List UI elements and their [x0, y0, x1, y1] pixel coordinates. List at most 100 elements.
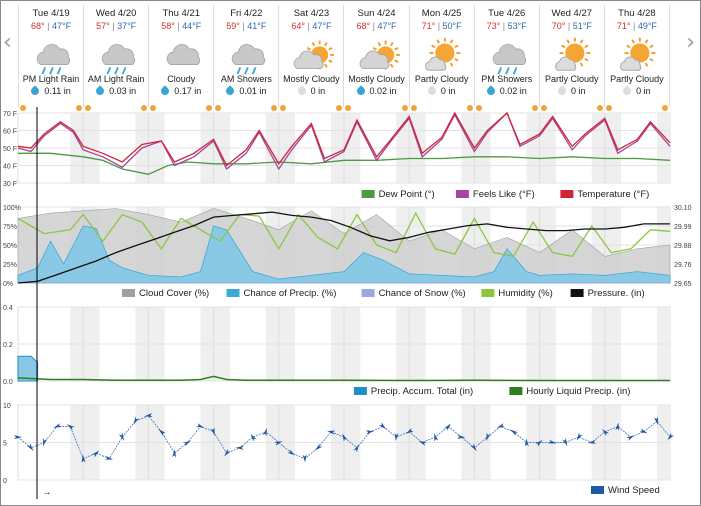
wind-arrow-point	[118, 432, 125, 441]
sunrise-icon	[85, 105, 92, 111]
wind-arrow-point	[667, 432, 675, 441]
high-temp: 68°	[356, 21, 371, 31]
day-condition: Partly Cloudy	[545, 74, 599, 84]
wind-arrow-point	[524, 438, 529, 447]
day-temps: 57° | 37°F	[96, 21, 137, 31]
day-column[interactable]: Sat 4/23 64° | 47°F Mostly Cloudy 0 in	[279, 5, 345, 111]
wind-arrow-point	[639, 428, 648, 434]
day-date: Sun 4/24	[357, 8, 396, 19]
day-temps: 59° | 41°F	[226, 21, 267, 31]
day-date: Fri 4/22	[230, 8, 263, 19]
wind-arrow-point	[196, 423, 205, 428]
day-date: Mon 4/25	[421, 8, 462, 19]
wind-arrow-point	[53, 423, 62, 428]
wind-arrow-point	[470, 443, 477, 452]
day-column[interactable]: Fri 4/22 59° | 41°F AM Showers 0.01 in	[214, 5, 280, 111]
day-condition: PM Light Rain	[22, 74, 80, 84]
partly-cloudy-icon	[554, 37, 590, 71]
day-date: Thu 4/28	[618, 8, 656, 19]
sunset-icon	[401, 105, 408, 111]
low-temp: 47°F	[51, 21, 72, 31]
day-column[interactable]: Thu 4/21 58° | 44°F Cloudy 0.17 in	[149, 5, 215, 111]
day-temps: 68° | 47°F	[31, 21, 72, 31]
day-date: Wed 4/27	[551, 8, 593, 19]
wind-arrow-point	[444, 423, 451, 431]
day-precip: 0.03 in	[84, 85, 148, 97]
sunset-icon	[661, 105, 668, 111]
day-column[interactable]: Thu 4/28 71° | 49°F Partly Cloudy 0 in	[605, 5, 670, 111]
wind-arrow-point	[210, 427, 215, 436]
wind-arrow-point	[405, 428, 414, 434]
legend-label: Humidity (%)	[498, 288, 552, 299]
y-tick-label: 0.0	[3, 379, 13, 386]
legend-swatch	[570, 289, 584, 297]
sunset-icon	[466, 105, 473, 111]
day-column[interactable]: Tue 4/26 73° | 53°F PM Showers 0.02 in	[475, 5, 540, 111]
day-column[interactable]: Tue 4/19 68° | 47°F PM Light Rain 0.11 in	[18, 5, 85, 111]
legend-label: Cloud Cover (%)	[139, 288, 209, 299]
legend-swatch	[509, 387, 523, 395]
y-tick-label: 25%	[3, 262, 17, 269]
series-humidity	[17, 211, 671, 258]
wind-arrow-point	[601, 428, 610, 437]
low-temp: 51°F	[572, 21, 592, 31]
day-precip: 0 in	[605, 85, 669, 97]
precip-amount: 0.17 in	[174, 86, 202, 96]
y2-tick-label: 30.10	[674, 205, 692, 212]
sunrise-icon	[475, 105, 482, 111]
day-precip: 0.02 in	[475, 85, 539, 97]
day-precip: 0 in	[410, 85, 474, 97]
day-column[interactable]: Mon 4/25 71° | 50°F Partly Cloudy 0 in	[410, 5, 475, 111]
precip-amount: 0 in	[310, 86, 326, 96]
wind-arrow-point	[158, 429, 166, 436]
legend-swatch	[455, 190, 469, 198]
wind-arrow-point	[587, 439, 596, 444]
sunset-icon	[271, 105, 278, 111]
day-precip: 0.02 in	[344, 85, 408, 97]
day-condition: Cloudy	[167, 74, 196, 84]
wind-arrow-point	[342, 433, 348, 442]
day-temps: 73° | 53°F	[486, 21, 527, 31]
sunset-icon	[76, 105, 83, 111]
day-column[interactable]: Wed 4/27 70° | 51°F Partly Cloudy 0 in	[540, 5, 605, 111]
wind-arrow-point	[91, 450, 100, 458]
low-temp: 49°F	[637, 21, 657, 31]
legend-label: Hourly Liquid Precip. (in)	[526, 386, 630, 397]
y2-tick-label: 29.88	[674, 243, 692, 250]
legend-swatch	[361, 190, 375, 198]
high-temp: 71°	[616, 21, 631, 31]
wind-arrow-point	[104, 455, 114, 460]
y-tick-label: 70 F	[3, 111, 17, 118]
precip-amount: 0 in	[440, 86, 456, 96]
sunset-icon	[336, 105, 343, 111]
wind-arrow-point	[314, 443, 323, 451]
day-condition: Mostly Cloudy	[283, 74, 340, 84]
sunrise-icon	[605, 105, 612, 111]
low-temp: 47°F	[377, 21, 397, 31]
cursor-arrow-icon: →	[42, 487, 52, 498]
prev-arrow-icon[interactable]: ‹	[3, 30, 12, 55]
day-column[interactable]: Wed 4/20 57° | 37°F AM Light Rain 0.03 in	[84, 5, 150, 111]
day-temps: 58° | 44°F	[161, 21, 202, 31]
legend-label: Dew Point (°)	[379, 189, 435, 200]
series-hourly-liquid-precip	[17, 375, 670, 382]
precip-amount: 0.03 in	[109, 86, 137, 96]
day-date: Sat 4/23	[293, 8, 330, 19]
next-arrow-icon[interactable]: ›	[686, 30, 695, 55]
sunset-icon	[141, 105, 148, 111]
day-condition: Partly Cloudy	[414, 74, 469, 84]
sunrise-icon	[280, 105, 287, 111]
y-tick-label: 5	[3, 441, 7, 448]
mostly-cloudy-icon	[294, 40, 335, 70]
day-precip: 0 in	[540, 85, 604, 97]
precip-amount: 0.02 in	[499, 86, 527, 96]
day-column[interactable]: Sun 4/24 68° | 47°F Mostly Cloudy 0.02 in	[344, 5, 410, 111]
partly-cloudy-icon	[620, 37, 656, 71]
wind-arrow-point	[250, 433, 257, 442]
wind-arrow-point	[365, 430, 375, 435]
day-precip: 0 in	[279, 85, 343, 97]
low-temp: 50°F	[442, 21, 462, 31]
day-temps: 70° | 51°F	[551, 21, 592, 31]
precip-amount: 0.01 in	[239, 86, 267, 96]
high-temp: 64°	[291, 21, 305, 31]
